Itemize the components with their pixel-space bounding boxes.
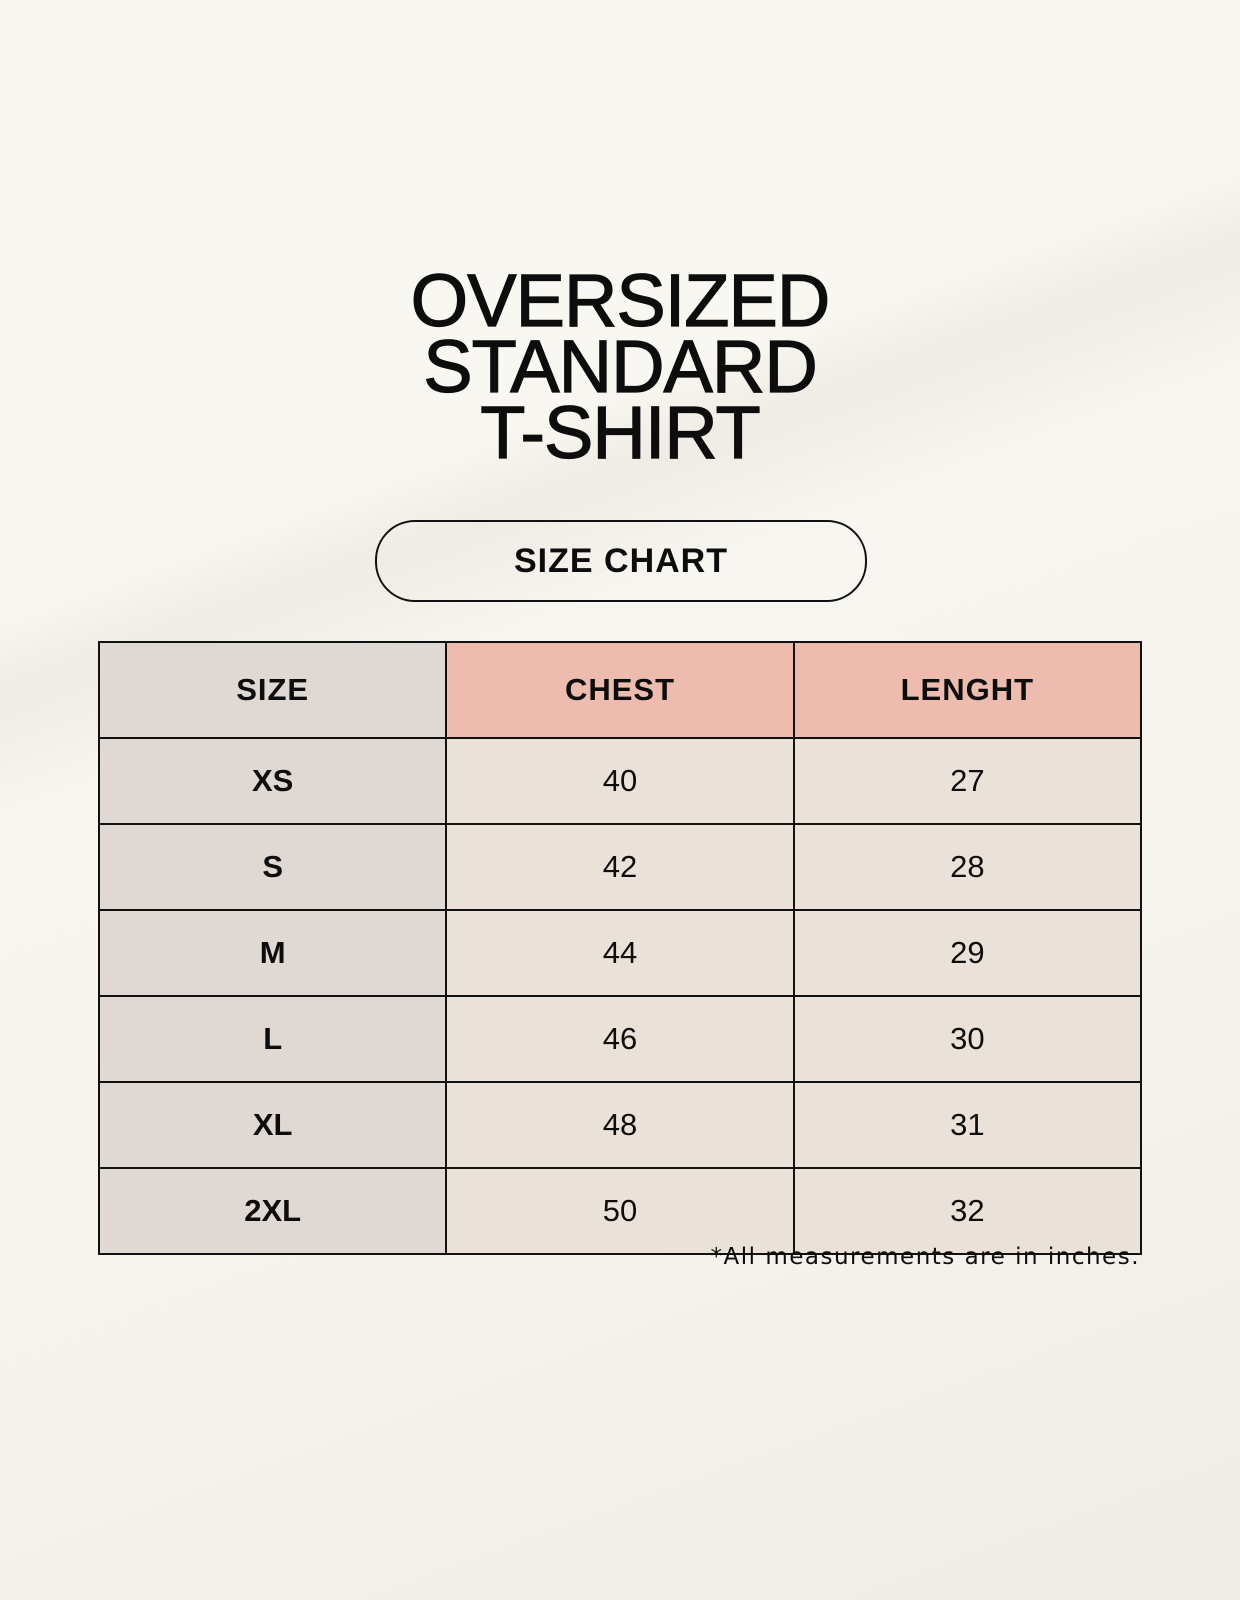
- header-chest: CHEST: [445, 641, 795, 739]
- cell-size: S: [97, 823, 448, 911]
- table-row: 2XL 50 32: [97, 1167, 1143, 1255]
- cell-size: 2XL: [97, 1167, 448, 1255]
- table-row: XS 40 27: [97, 737, 1143, 825]
- title-line: OVERSIZED: [410, 259, 831, 342]
- cell-length: 27: [792, 737, 1143, 825]
- cell-chest: 50: [445, 1167, 795, 1255]
- cell-length: 30: [792, 995, 1143, 1083]
- cell-chest: 40: [445, 737, 795, 825]
- title-line: STANDARD: [423, 325, 819, 408]
- table-row: L 46 30: [97, 995, 1143, 1083]
- table-row: S 42 28: [97, 823, 1143, 911]
- title-line: T-SHIRT: [480, 391, 762, 474]
- cell-length: 32: [792, 1167, 1143, 1255]
- table-row: XL 48 31: [97, 1081, 1143, 1169]
- footnote: *All measurements are in inches.: [710, 1244, 1140, 1270]
- cell-size: M: [97, 909, 448, 997]
- size-chart-badge: SIZE CHART: [375, 520, 867, 602]
- header-length: LENGHT: [792, 641, 1143, 739]
- header-size: SIZE: [97, 641, 448, 739]
- page-title: OVERSIZED STANDARD T-SHIRT: [0, 259, 1240, 474]
- cell-length: 28: [792, 823, 1143, 911]
- cell-size: XL: [97, 1081, 448, 1169]
- cell-size: XS: [97, 737, 448, 825]
- cell-chest: 46: [445, 995, 795, 1083]
- cell-chest: 48: [445, 1081, 795, 1169]
- cell-chest: 44: [445, 909, 795, 997]
- cell-length: 29: [792, 909, 1143, 997]
- cell-chest: 42: [445, 823, 795, 911]
- cell-length: 31: [792, 1081, 1143, 1169]
- cell-size: L: [97, 995, 448, 1083]
- size-table: SIZE CHEST LENGHT XS 40 27 S 42 28 M 44 29 L 46 30 X…: [97, 641, 1143, 1255]
- table-header-row: SIZE CHEST LENGHT: [97, 641, 1143, 739]
- table-row: M 44 29: [97, 909, 1143, 997]
